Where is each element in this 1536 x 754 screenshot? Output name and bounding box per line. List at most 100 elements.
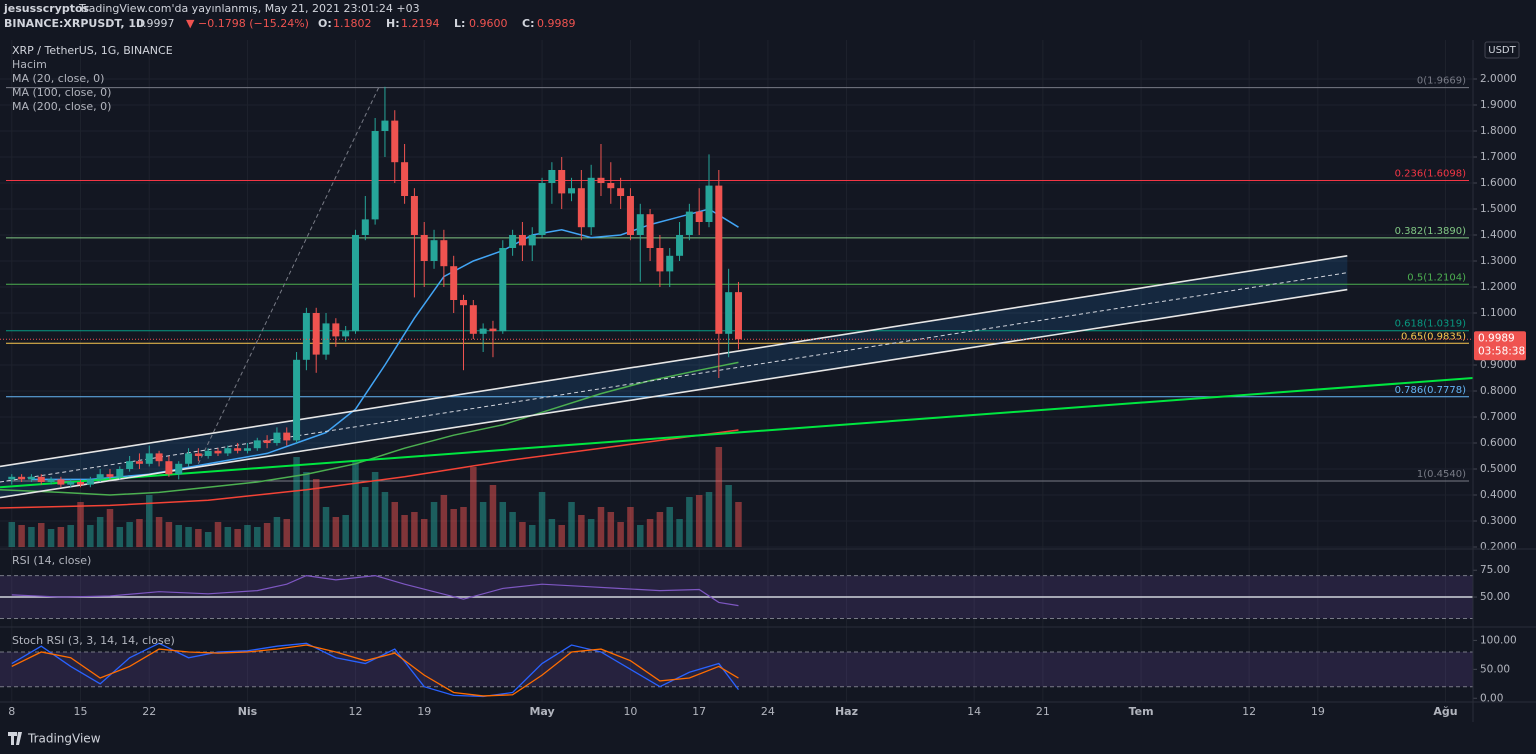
candle-body [499, 248, 507, 332]
volume-bar [656, 512, 664, 547]
candle-body [656, 248, 664, 272]
volume-bar [77, 502, 84, 547]
x-tick-label: Haz [835, 705, 858, 718]
footer-brand: TradingView [27, 732, 101, 746]
volume-bar [332, 517, 340, 547]
volume-bar [303, 472, 310, 547]
candle-body [273, 432, 281, 443]
candle-body [155, 453, 163, 462]
y-tick-label: 0.4000 [1480, 489, 1517, 501]
candle-body [8, 476, 16, 480]
y-tick-label: 0.6000 [1480, 437, 1517, 449]
volume-bar [254, 527, 261, 547]
candle-body [243, 448, 251, 451]
candle-body [57, 479, 65, 485]
x-tick-label: Ağu [1433, 705, 1457, 718]
rsi-line [11, 574, 739, 607]
volume-bar [293, 457, 300, 547]
fib-label: 0(1.9669) [1417, 76, 1466, 87]
legend-item: MA (20, close, 0) [12, 72, 104, 85]
volume-bar [28, 527, 35, 547]
band-fill [0, 651, 1473, 687]
volume-bar [273, 517, 281, 547]
candle-body [37, 476, 45, 482]
x-tick-label: 24 [761, 705, 775, 718]
volume-bar [47, 529, 55, 547]
x-tick-label: May [529, 705, 554, 718]
y-tick-label: 50.00 [1480, 663, 1510, 675]
volume-bar [263, 523, 271, 547]
candle-body [479, 328, 487, 334]
volume-bar [136, 519, 143, 547]
candle-body [695, 211, 703, 222]
y-tick-label: 0.8000 [1480, 385, 1517, 397]
published: TradingView.com'da yayınlanmış, May 21, … [78, 2, 420, 15]
volume-bar [548, 519, 556, 547]
legend-item: Hacim [12, 58, 47, 71]
logo [8, 732, 22, 745]
volume-bar [322, 507, 330, 547]
volume-bar [607, 512, 615, 547]
fib-label: 0.5(1.2104) [1407, 272, 1466, 283]
x-tick-label: 12 [348, 705, 362, 718]
volume-bar [617, 522, 624, 547]
candle-body [47, 479, 55, 482]
candle-body [67, 482, 75, 485]
candle-body [204, 450, 212, 456]
candle-body [224, 448, 232, 454]
candle-body [135, 461, 143, 464]
footer [0, 722, 1536, 754]
volume-bar [499, 502, 507, 547]
y-tick-label: 1.6000 [1480, 177, 1517, 189]
candle-body [440, 240, 448, 267]
ohlc-label: H: [386, 17, 400, 30]
volume-bar [666, 507, 673, 547]
candle-body [460, 300, 468, 306]
volume-bar [18, 525, 25, 547]
candle-body [538, 183, 546, 235]
candle-body [77, 482, 85, 485]
candle-body [342, 331, 350, 337]
y-tick-label: 1.7000 [1480, 151, 1517, 163]
volume-bar [362, 487, 369, 547]
candle-body [450, 266, 458, 300]
candle-body [86, 479, 94, 485]
candle-body [676, 235, 684, 256]
candle-body [175, 463, 183, 475]
volume-bar [715, 447, 723, 547]
candle-body [469, 305, 477, 334]
y-tick-label: 100.00 [1480, 634, 1517, 646]
candle-body [332, 323, 340, 337]
volume-bar [489, 485, 497, 547]
x-tick-label: 21 [1036, 705, 1050, 718]
indicator-panes [0, 574, 1473, 698]
volume-bar [558, 525, 565, 547]
y-tick-label: 1.3000 [1480, 255, 1517, 267]
candle-body [283, 432, 291, 441]
user: jesusscryptos [3, 2, 90, 15]
currency-box[interactable] [1484, 41, 1520, 59]
ma-line [0, 361, 739, 496]
legend-item: RSI (14, close) [12, 554, 91, 567]
candle-body [322, 323, 330, 355]
candle-body [185, 453, 193, 464]
y-tick-label: 0.2000 [1480, 541, 1517, 553]
y-tick-label: 1.9000 [1480, 99, 1517, 111]
trend-line [0, 377, 1473, 489]
volume-bar [214, 522, 222, 547]
candle-body [568, 188, 576, 194]
volume-bar [244, 525, 251, 547]
legend-item: MA (100, close, 0) [12, 86, 111, 99]
x-tick-label: 10 [623, 705, 637, 718]
candle-body [351, 235, 359, 332]
ohlc-label: O: [318, 17, 332, 30]
y-tick-label: 75.00 [1480, 564, 1510, 576]
volume-bar [440, 495, 448, 547]
volume-bar [528, 525, 536, 547]
x-tick-label: 8 [8, 705, 15, 718]
candle-body [666, 255, 674, 272]
candle-body [312, 313, 320, 355]
fib-label: 0.65(0.9835) [1401, 331, 1466, 342]
legend: XRP / TetherUS, 1G, BINANCE Hacim MA (20… [12, 44, 175, 647]
volume-bar [686, 497, 693, 547]
